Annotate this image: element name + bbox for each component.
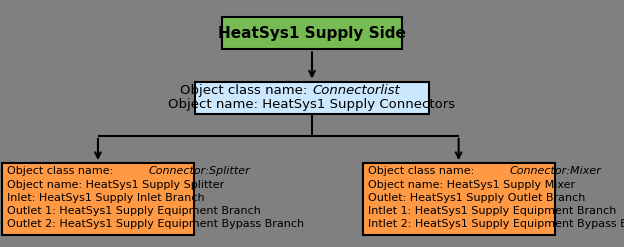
Bar — [195, 82, 429, 114]
Text: HeatSys1 Supply Side: HeatSys1 Supply Side — [218, 26, 406, 41]
Text: Connector:Splitter: Connector:Splitter — [149, 166, 250, 177]
Text: Outlet: HeatSys1 Supply Outlet Branch: Outlet: HeatSys1 Supply Outlet Branch — [368, 192, 585, 203]
Text: Inlet: HeatSys1 Supply Inlet Branch: Inlet: HeatSys1 Supply Inlet Branch — [7, 192, 205, 203]
Text: Object name: HeatSys1 Supply Connectors: Object name: HeatSys1 Supply Connectors — [168, 98, 456, 111]
Text: Object name: HeatSys1 Supply Mixer: Object name: HeatSys1 Supply Mixer — [368, 180, 575, 189]
Text: Connectorlist: Connectorlist — [312, 84, 400, 97]
Text: Object class name:: Object class name: — [180, 84, 312, 97]
Text: Object name: HeatSys1 Supply Splitter: Object name: HeatSys1 Supply Splitter — [7, 180, 224, 189]
Text: Intlet 1: HeatSys1 Supply Equipment Branch: Intlet 1: HeatSys1 Supply Equipment Bran… — [368, 206, 616, 216]
Bar — [222, 17, 402, 49]
Text: Intlet 2: HeatSys1 Supply Equipment Bypass Branch: Intlet 2: HeatSys1 Supply Equipment Bypa… — [368, 219, 624, 228]
Text: Outlet 2: HeatSys1 Supply Equipment Bypass Branch: Outlet 2: HeatSys1 Supply Equipment Bypa… — [7, 219, 304, 228]
Text: Connector:Mixer: Connector:Mixer — [509, 166, 601, 177]
Text: Object class name:: Object class name: — [368, 166, 477, 177]
Text: Outlet 1: HeatSys1 Supply Equipment Branch: Outlet 1: HeatSys1 Supply Equipment Bran… — [7, 206, 261, 216]
Bar — [363, 163, 555, 235]
Bar — [2, 163, 194, 235]
Text: Object class name:: Object class name: — [7, 166, 117, 177]
